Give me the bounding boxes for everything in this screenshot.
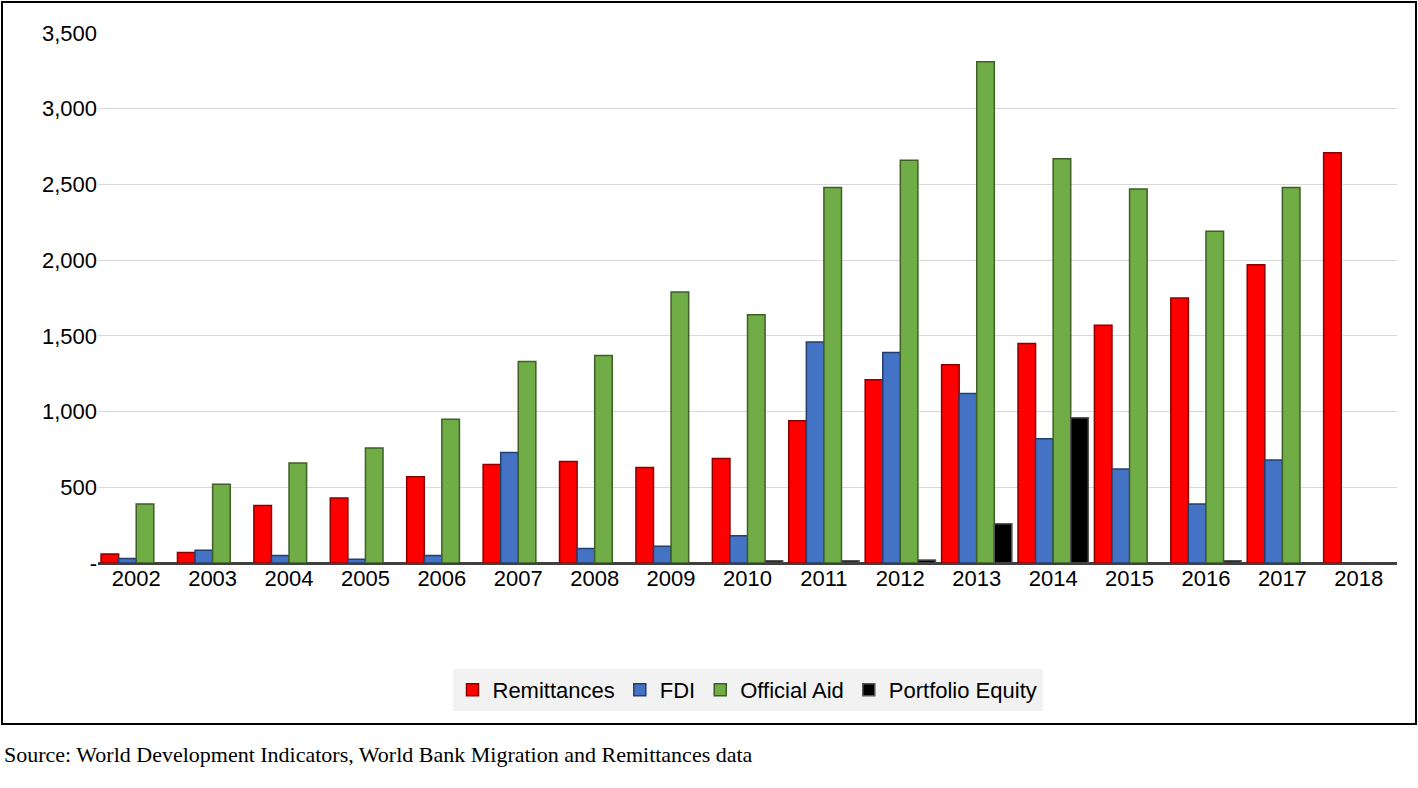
svg-text:2,000: 2,000 xyxy=(42,248,97,273)
svg-text:FDI: FDI xyxy=(660,678,695,703)
svg-text:2018: 2018 xyxy=(1334,566,1383,591)
svg-text:500: 500 xyxy=(60,475,97,500)
svg-text:2014: 2014 xyxy=(1029,566,1078,591)
svg-text:1,500: 1,500 xyxy=(42,324,97,349)
svg-text:2008: 2008 xyxy=(570,566,619,591)
svg-text:2,500: 2,500 xyxy=(42,172,97,197)
svg-text:2006: 2006 xyxy=(417,566,466,591)
svg-text:2002: 2002 xyxy=(112,566,161,591)
svg-text:2013: 2013 xyxy=(952,566,1001,591)
svg-text:2005: 2005 xyxy=(341,566,390,591)
svg-text:2015: 2015 xyxy=(1105,566,1154,591)
svg-text:Official Aid: Official Aid xyxy=(740,678,844,703)
svg-text:Remittances: Remittances xyxy=(493,678,615,703)
html-text:Source: World Development Indi: Source: World Development Indicators, Wo… xyxy=(4,742,753,767)
svg-text:2012: 2012 xyxy=(876,566,925,591)
svg-text:3,500: 3,500 xyxy=(42,21,97,46)
svg-text:3,000: 3,000 xyxy=(42,96,97,121)
svg-text:1,000: 1,000 xyxy=(42,399,97,424)
svg-text:2007: 2007 xyxy=(494,566,543,591)
svg-text:2004: 2004 xyxy=(265,566,314,591)
svg-text:2016: 2016 xyxy=(1181,566,1230,591)
svg-text:2017: 2017 xyxy=(1258,566,1307,591)
svg-text:2003: 2003 xyxy=(188,566,237,591)
svg-text:2009: 2009 xyxy=(647,566,696,591)
svg-text:2011: 2011 xyxy=(800,566,847,591)
svg-text:2010: 2010 xyxy=(723,566,772,591)
svg-text:-: - xyxy=(90,551,97,576)
svg-text:Portfolio Equity: Portfolio Equity xyxy=(889,678,1037,703)
